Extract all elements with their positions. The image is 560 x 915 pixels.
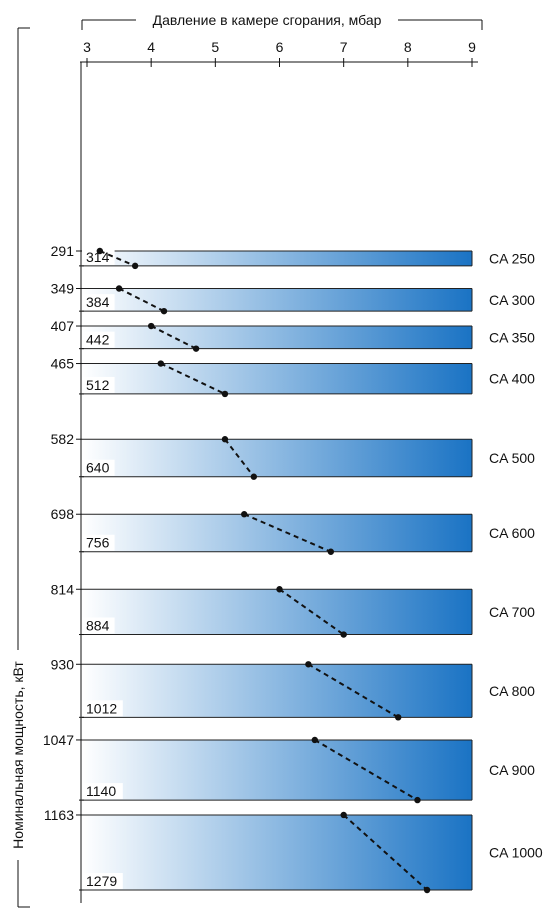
- label-background: [82, 534, 115, 551]
- power-min-label: 698: [51, 506, 75, 522]
- power-range-bar: [82, 814, 472, 890]
- series-name-label: CA 350: [489, 329, 535, 345]
- power-max-label: 1140: [86, 783, 116, 799]
- x-tick-label: 6: [276, 39, 284, 55]
- series-name-label: CA 900: [489, 762, 535, 778]
- label-background: [82, 248, 115, 265]
- series-name-label: CA 800: [489, 683, 535, 699]
- label-background: [82, 783, 123, 800]
- label-background: [82, 459, 115, 476]
- power-range-bar: [82, 739, 472, 801]
- pressure-point-end: [414, 796, 421, 804]
- power-range-bar: [82, 288, 472, 312]
- pressure-point-end: [221, 390, 229, 398]
- series-group: 407 442 CA 350: [51, 318, 535, 352]
- label-background: [82, 873, 123, 889]
- power-max-label: 512: [86, 377, 110, 393]
- pressure-point-start: [221, 436, 229, 443]
- pressure-point-start: [96, 247, 104, 255]
- power-min-label: 582: [51, 431, 75, 447]
- x-tick-label: 8: [404, 39, 412, 55]
- pressure-point-end: [340, 631, 347, 638]
- pressure-point-end: [423, 886, 431, 894]
- label-background: [82, 331, 115, 348]
- pressure-point-start: [340, 811, 347, 819]
- power-range-bar: [82, 589, 472, 635]
- power-min-label: 407: [51, 318, 75, 334]
- label-background: [82, 700, 123, 717]
- pressure-point-end: [131, 262, 139, 270]
- pressure-point-start: [157, 360, 164, 367]
- pressure-point-end: [395, 714, 402, 721]
- series-group: 1047 1140 CA 900: [43, 732, 535, 804]
- pressure-point-start: [305, 661, 312, 668]
- power-min-label: 1047: [43, 732, 74, 748]
- pressure-point-start: [276, 586, 283, 593]
- pressure-point-start: [311, 736, 318, 744]
- series-group: 349 384 CA 300: [51, 281, 535, 315]
- power-range-bar: [82, 251, 472, 266]
- series-name-label: CA 500: [489, 450, 535, 466]
- power-range-bar: [82, 664, 472, 718]
- x-tick-label: 5: [211, 39, 219, 55]
- pressure-dashed-line: [342, 814, 428, 891]
- x-tick-label: 3: [83, 39, 91, 55]
- label-background: [82, 294, 115, 311]
- label-background: [82, 617, 115, 634]
- power-range-bar: [82, 514, 472, 552]
- power-max-label: 884: [86, 618, 110, 634]
- pressure-dashed-line: [224, 438, 255, 478]
- series-group: 291 314 CA 250: [51, 243, 535, 270]
- x-axis-title: Давление в камере сгорания, мбар: [153, 12, 382, 28]
- pressure-dashed-line: [278, 588, 345, 636]
- series-group: 582 640 CA 500: [51, 431, 535, 480]
- power-min-label: 291: [51, 243, 75, 259]
- pressure-point-start: [115, 285, 123, 292]
- label-background: [82, 376, 115, 393]
- power-range-bar: [82, 326, 472, 349]
- pressure-dashed-line: [99, 250, 136, 267]
- series-name-label: CA 600: [489, 525, 535, 541]
- series-group: 1163 1279 CA 1000: [44, 807, 543, 894]
- power-min-label: 349: [51, 281, 75, 297]
- series-name-label: CA 250: [489, 250, 535, 266]
- power-max-label: 640: [86, 460, 110, 476]
- pressure-point-end: [327, 548, 335, 555]
- bars: 291 314 CA 250 349 384 CA 300 407 442 CA 350 465 5…: [43, 243, 543, 894]
- power-min-label: 1163: [44, 807, 74, 823]
- series-name-label: CA 300: [489, 292, 535, 308]
- power-min-label: 930: [51, 656, 75, 672]
- pressure-dashed-line: [314, 739, 418, 801]
- power-max-label: 756: [86, 535, 110, 551]
- power-max-label: 384: [86, 294, 110, 310]
- series-name-label: CA 1000: [489, 844, 543, 860]
- series-group: 814 884 CA 700: [51, 581, 535, 638]
- x-ticks: 3 4 5 6 7 8 9: [83, 39, 476, 67]
- pressure-point-end: [250, 473, 258, 480]
- series-name-label: CA 400: [489, 371, 535, 387]
- pressure-point-start: [241, 511, 248, 518]
- pressure-point-end: [192, 345, 200, 352]
- power-max-label: 442: [86, 332, 110, 348]
- pressure-dashed-line: [243, 513, 332, 553]
- y-axis-title: Номинальная мощность, кВт: [10, 661, 26, 849]
- power-range-bar: [82, 439, 472, 477]
- power-max-label: 1279: [86, 873, 117, 889]
- pressure-point-end: [160, 307, 168, 315]
- power-min-label: 465: [51, 356, 75, 372]
- series-group: 465 512 CA 400: [51, 356, 535, 398]
- x-tick-label: 4: [147, 39, 155, 55]
- power-min-label: 814: [51, 581, 75, 597]
- series-group: 698 756 CA 600: [51, 506, 535, 555]
- series-name-label: CA 700: [489, 604, 535, 620]
- power-max-label: 1012: [86, 700, 117, 716]
- power-range-bar: [82, 363, 472, 394]
- x-tick-label: 9: [468, 39, 476, 55]
- pressure-dashed-line: [160, 362, 226, 395]
- pressure-point-start: [147, 322, 155, 330]
- x-tick-label: 7: [340, 39, 348, 55]
- series-group: 930 1012 CA 800: [51, 656, 535, 721]
